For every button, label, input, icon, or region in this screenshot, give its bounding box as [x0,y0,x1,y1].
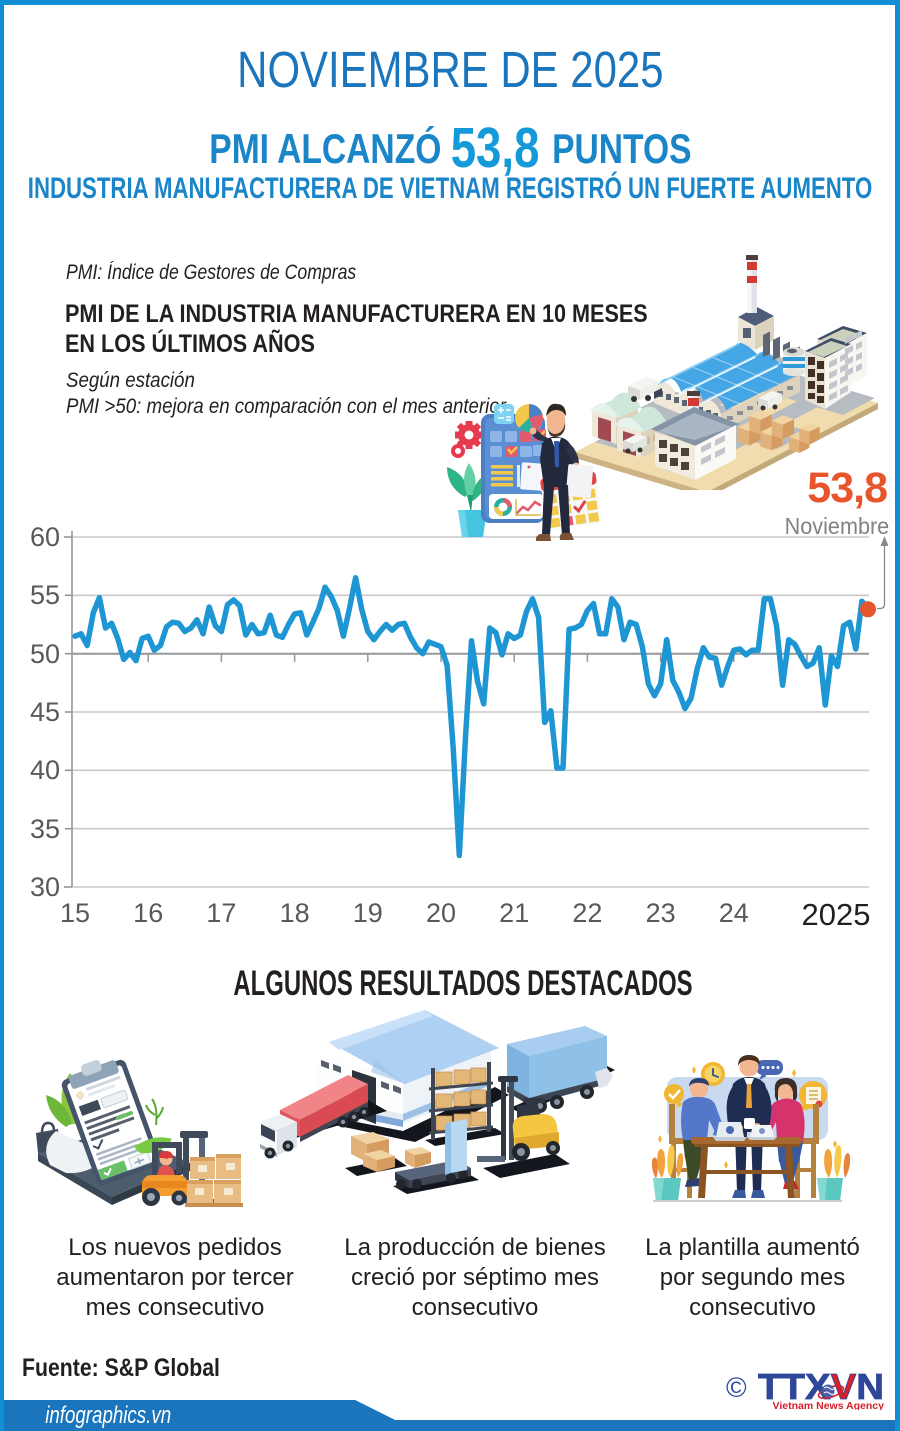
svg-text:19: 19 [353,898,383,928]
svg-text:23: 23 [646,898,676,928]
svg-text:60: 60 [30,522,60,552]
svg-text:35: 35 [30,814,60,844]
svg-text:18: 18 [280,898,310,928]
svg-text:45: 45 [30,697,60,727]
svg-text:21: 21 [499,898,529,928]
svg-text:22: 22 [572,898,602,928]
svg-text:40: 40 [30,755,60,785]
svg-text:©: © [726,1372,747,1403]
svg-text:16: 16 [133,898,163,928]
svg-text:30: 30 [30,872,60,902]
svg-text:55: 55 [30,580,60,610]
svg-text:2025: 2025 [802,897,871,930]
svg-text:20: 20 [426,898,456,928]
svg-text:Vietnam News Agency: Vietnam News Agency [773,1400,885,1410]
svg-text:50: 50 [30,639,60,669]
svg-text:24: 24 [719,898,749,928]
svg-text:15: 15 [60,898,90,928]
svg-text:17: 17 [206,898,236,928]
svg-text:infographics.vn: infographics.vn [45,1402,171,1429]
